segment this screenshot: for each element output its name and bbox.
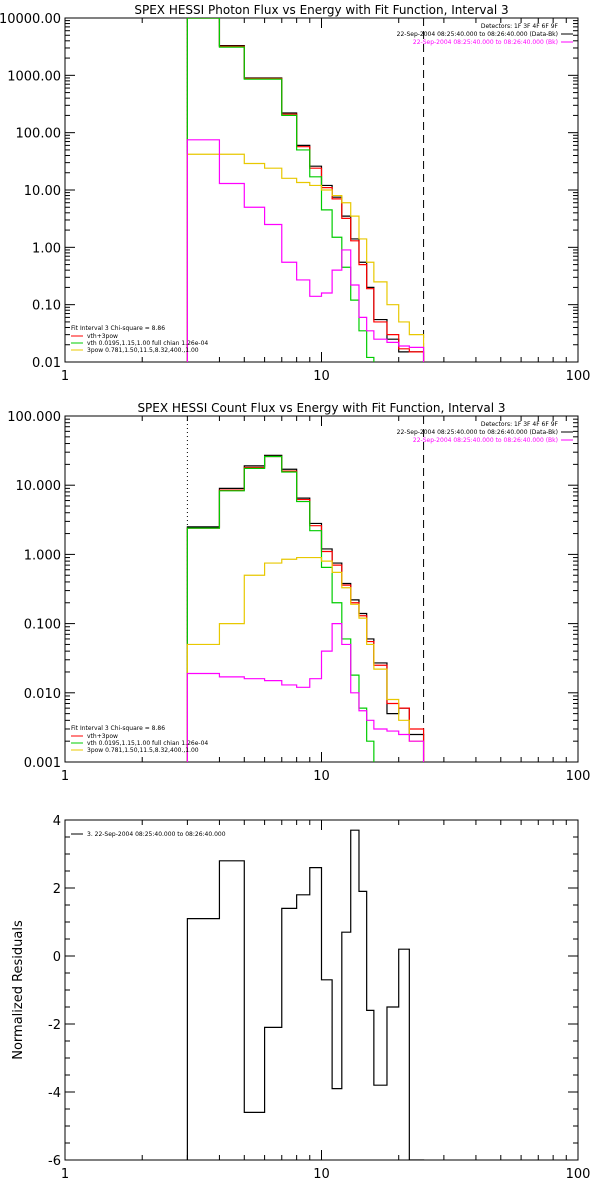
legend-label: vth 0.0195,1.15,1.00 full chian 1.26e-04 [87, 740, 208, 747]
info-text: 22-Sep-2004 08:25:40.000 to 08:26:40.000… [397, 429, 558, 436]
series-line-0 [186, 829, 425, 1160]
x-tick-label: 1 [61, 769, 69, 784]
legend-label: 3pow 0.781,1.50,11.5,8.32,400.,1.00 [87, 347, 199, 354]
chart-title: SPEX HESSI Photon Flux vs Energy with Fi… [134, 3, 508, 17]
series-line-4 [186, 139, 425, 362]
series-line-2 [186, 18, 375, 362]
y-tick-label: 0.001 [24, 756, 61, 771]
series-line-4 [186, 623, 425, 762]
y-axis-label: Normalized Residuals [11, 920, 26, 1060]
x-tick-label: 100 [566, 769, 591, 784]
series-line-2 [186, 455, 375, 762]
legend-label: vth+3pow [87, 733, 118, 740]
info-text: 22-Sep-2004 08:25:40.000 to 08:26:40.000… [413, 437, 558, 444]
y-tick-label: -2 [48, 1018, 61, 1033]
y-tick-label: 0.010 [24, 687, 61, 702]
y-tick-label: 0 [53, 950, 61, 965]
series-line-3 [186, 153, 425, 362]
series-line-0 [186, 18, 425, 362]
y-tick-label: 2 [53, 882, 61, 897]
info-text: Detectors: 1F 3F 4F 6F 9F [481, 23, 559, 30]
y-tick-label: 1000.00 [7, 69, 61, 84]
y-tick-label: 0.100 [24, 618, 61, 633]
x-tick-label: 100 [566, 1167, 591, 1182]
x-tick-label: 10 [313, 769, 330, 784]
y-tick-label: 10000.00 [0, 12, 61, 27]
series-line-3 [186, 556, 425, 762]
y-tick-label: 1.000 [24, 548, 61, 563]
series-line-1 [186, 18, 425, 362]
info-text: Detectors: 1F 3F 4F 6F 9F [481, 421, 559, 428]
legend-label: vth+3pow [87, 333, 118, 340]
y-tick-label: 4 [53, 814, 61, 829]
x-tick-label: 100 [566, 369, 591, 384]
series-line-0 [186, 454, 425, 762]
y-tick-label: 100.000 [7, 410, 61, 425]
legend-label: 3pow 0.781,1.50,11.5,8.32,400.,1.00 [87, 747, 199, 754]
x-tick-label: 10 [313, 369, 330, 384]
y-tick-label: 100.00 [16, 127, 62, 142]
x-tick-label: 1 [61, 369, 69, 384]
legend-title: Fit Interval 3 Chi-square = 8.86 [71, 725, 165, 732]
y-tick-label: -6 [48, 1154, 61, 1169]
y-tick-label: 0.01 [32, 356, 61, 371]
legend-label: vth 0.0195,1.15,1.00 full chian 1.26e-04 [87, 340, 208, 347]
info-text: 22-Sep-2004 08:25:40.000 to 08:26:40.000… [397, 31, 558, 38]
y-tick-label: 10.00 [24, 184, 61, 199]
x-tick-label: 10 [313, 1167, 330, 1182]
series-line-1 [186, 455, 425, 762]
chart-title: SPEX HESSI Count Flux vs Energy with Fit… [137, 401, 505, 415]
info-text: 22-Sep-2004 08:25:40.000 to 08:26:40.000… [413, 39, 558, 46]
y-tick-label: 0.10 [32, 299, 61, 314]
x-tick-label: 1 [61, 1167, 69, 1182]
y-tick-label: -4 [48, 1086, 61, 1101]
y-tick-label: 1.00 [32, 241, 61, 256]
legend-title: Fit Interval 3 Chi-square = 8.86 [71, 325, 165, 332]
y-tick-label: 10.000 [16, 479, 62, 494]
plot-frame [64, 415, 579, 763]
legend-label: 3. 22-Sep-2004 08:25:40.000 to 08:26:40.… [87, 831, 226, 838]
